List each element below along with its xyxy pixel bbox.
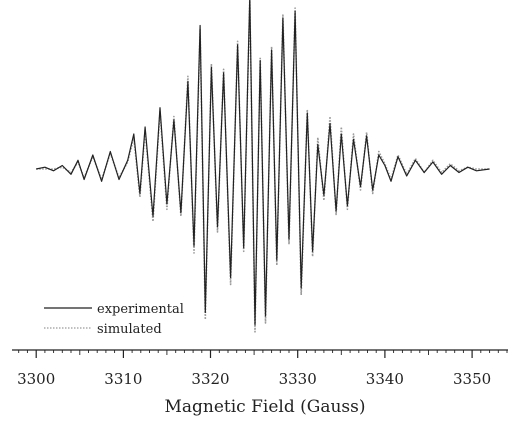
legend: experimental simulated bbox=[44, 302, 184, 337]
x-tick-label: 3310 bbox=[104, 370, 142, 388]
x-tick-label: 3330 bbox=[279, 370, 317, 388]
x-tick-label: 3350 bbox=[453, 370, 491, 388]
x-tick-label: 3320 bbox=[191, 370, 229, 388]
x-axis-title: Magnetic Field (Gauss) bbox=[164, 397, 365, 417]
legend-label-experimental: experimental bbox=[97, 302, 184, 317]
x-axis-ticks: 3300 3310 3320 3330 3340 3350 bbox=[17, 350, 508, 388]
series-line-experimental bbox=[36, 0, 490, 326]
legend-label-simulated: simulated bbox=[97, 322, 162, 337]
x-tick-label: 3340 bbox=[366, 370, 404, 388]
plot-area bbox=[36, 0, 490, 333]
x-tick-label: 3300 bbox=[17, 370, 55, 388]
